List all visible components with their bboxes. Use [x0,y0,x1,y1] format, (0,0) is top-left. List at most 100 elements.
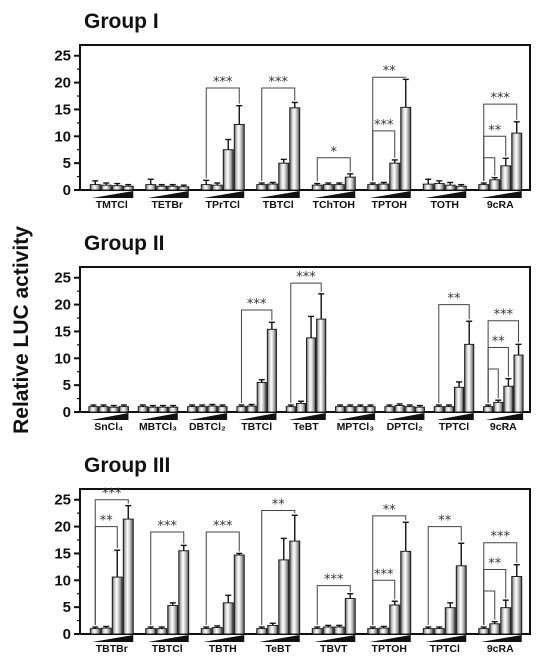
bar [98,406,109,413]
bar [211,627,223,635]
bar [493,401,504,413]
bar [306,337,317,413]
bar [344,176,356,191]
bar [511,132,523,191]
dose-ramp-wedge [203,635,245,642]
bar [197,406,208,413]
bracket-line [261,509,296,626]
bar [345,406,356,413]
bar [333,626,345,635]
bar [322,184,334,191]
bar [200,628,212,635]
bar-group-mptcl: MPTCl₃ [335,404,376,433]
bar-group-tprtcl: TPrTCl [200,104,245,211]
x-category-label: TETBr [152,199,184,211]
bar [404,406,415,413]
x-category-label: TChTOH [313,199,355,211]
significance-bracket: *** [150,519,185,626]
bar [503,385,514,413]
x-category-label: 9cRA [487,199,514,211]
significance-label: *** [491,530,511,545]
bar [344,598,356,635]
x-category-label: TPTCl [439,421,469,433]
significance-label: *** [247,297,267,312]
bar [207,405,218,413]
bar [378,627,390,635]
panel-group-2: Group II 0 5 10 15 20 25 SnCl₄ MBTCl₃ DBTCl₂ TBTCl… [54,232,531,433]
bar [422,183,434,191]
significance-bracket [483,157,496,182]
y-tick-label: 15 [54,101,71,118]
bar [489,623,501,635]
significance-label: ** [492,335,506,350]
y-tick-label: 15 [54,545,71,562]
bar [187,406,198,413]
bar-group-tebt: TeBT [256,514,301,655]
significance-label: ** [488,123,502,138]
x-category-label: TPTCl [430,643,460,655]
y-tick-label: 10 [54,572,71,589]
bar [122,185,134,191]
bar [389,604,401,635]
bar [100,184,112,191]
bar-group-tbvt: TBVT [311,593,356,655]
dose-ramp-wedge [238,413,277,420]
dose-ramp-wedge [314,191,356,198]
dose-ramp-wedge [189,413,228,420]
bar [222,602,234,635]
bracket-line [372,579,396,626]
bar-group-toth: TOTH [422,178,467,211]
bar [464,343,475,413]
bar [118,406,129,413]
significance-bracket: *** [372,567,396,626]
bar-group-9cra: 9cRA [478,121,523,211]
significance-label: ** [272,497,286,512]
bracket-line [316,585,351,626]
bar [285,406,296,413]
bar-group-tptoh: TPTOH [367,78,412,211]
bar [111,185,123,191]
x-category-label: 9cRA [487,643,514,655]
x-category-label: MPTCl₃ [337,421,375,433]
y-tick-label: 25 [54,492,71,509]
bar [335,406,346,413]
panel-title: Group II [84,232,165,255]
y-tick-label: 25 [54,48,71,65]
significance-bracket: *** [205,519,240,626]
bar [156,185,168,191]
y-tick-label: 0 [63,626,71,643]
bar [167,605,179,635]
bar [200,184,212,191]
significance-bracket [483,590,496,626]
bracket-line [483,157,496,182]
significance-bracket: ** [261,497,296,626]
x-category-label: TPTOH [372,643,407,655]
dose-ramp-wedge [369,191,411,198]
x-category-label: TOTH [431,199,459,211]
dose-ramp-wedge [147,191,189,198]
significance-bracket: *** [240,297,273,404]
bar [122,518,134,635]
significance-bracket: ** [427,514,462,626]
dose-ramp-wedge [369,635,411,642]
x-category-label: DPTCl₂ [387,421,424,433]
bar [478,628,490,635]
y-tick-label: 10 [54,350,71,367]
bar-group-tptcl: TPTCl [422,542,467,655]
significance-bracket [487,368,499,404]
bar [211,184,223,191]
significance-bracket: ** [372,64,407,182]
bar-group-dbtcl: DBTCl₂ [187,403,228,433]
bar [266,328,277,413]
significance-bracket: *** [372,118,396,182]
bar [89,628,101,635]
y-tick-label: 20 [54,297,71,314]
bracket-line [205,531,240,626]
significance-label: *** [296,270,316,285]
y-tick-label: 5 [63,377,71,394]
y-axis-label: Relative LUC activity [10,226,33,434]
bar [443,406,454,413]
dose-ramp-wedge [480,635,522,642]
bar [158,406,169,413]
significance-label: *** [324,573,344,588]
